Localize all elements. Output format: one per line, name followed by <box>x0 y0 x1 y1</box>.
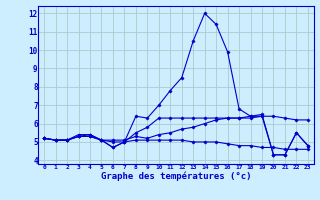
X-axis label: Graphe des températures (°c): Graphe des températures (°c) <box>101 171 251 181</box>
